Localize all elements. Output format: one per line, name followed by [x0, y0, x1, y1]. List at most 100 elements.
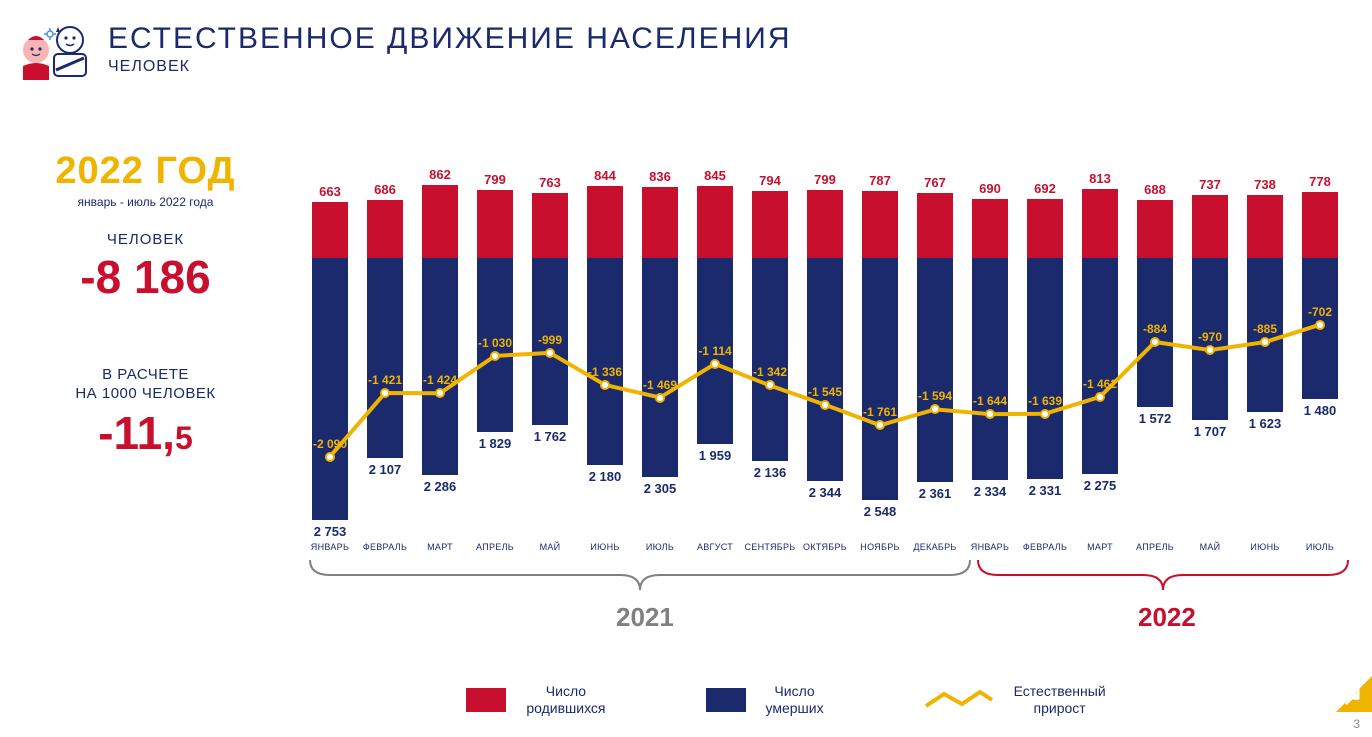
bar-births [862, 191, 898, 258]
summary-label-people: ЧЕЛОВЕК [18, 231, 273, 248]
diff-marker [930, 404, 940, 414]
value-deaths: 2 107 [356, 462, 414, 477]
value-diff: -2 090 [302, 437, 358, 451]
value-births: 845 [691, 168, 739, 183]
value-diff: -970 [1182, 330, 1238, 344]
value-deaths: 2 305 [631, 481, 689, 496]
bar-deaths [862, 258, 898, 500]
value-diff: -1 545 [797, 385, 853, 399]
value-diff: -1 114 [687, 344, 743, 358]
legend-item-diff: Естественныйприрост [924, 683, 1106, 717]
diff-marker [1205, 345, 1215, 355]
diff-marker [490, 351, 500, 361]
value-diff: -999 [522, 333, 578, 347]
legend-swatch-line [924, 688, 994, 712]
bar-births [642, 187, 678, 258]
month-label: МАРТ [1070, 542, 1130, 552]
month-label: ФЕВРАЛЬ [355, 542, 415, 552]
value-diff: -1 336 [577, 365, 633, 379]
bar-births [1027, 199, 1063, 258]
month-label: ФЕВРАЛЬ [1015, 542, 1075, 552]
value-births: 799 [801, 172, 849, 187]
value-deaths: 2 548 [851, 504, 909, 519]
value-births: 692 [1021, 181, 1069, 196]
value-deaths: 1 762 [521, 429, 579, 444]
chart-bar-group: 8622 286МАРТ [416, 158, 464, 558]
bar-births [807, 190, 843, 258]
month-label: ИЮЛЬ [1290, 542, 1350, 552]
legend-swatch-red [466, 688, 506, 712]
bracket-2021 [300, 560, 980, 600]
diff-marker [435, 388, 445, 398]
value-births: 794 [746, 173, 794, 188]
bar-deaths [807, 258, 843, 481]
chart-bar-group: 6862 107ФЕВРАЛЬ [361, 158, 409, 558]
month-label: АВГУСТ [685, 542, 745, 552]
summary-value-per1000-main: -11, [98, 407, 175, 459]
bar-deaths [1082, 258, 1118, 474]
summary-panel: 2022 ГОД январь - июль 2022 года ЧЕЛОВЕК… [18, 150, 273, 460]
diff-marker [1040, 409, 1050, 419]
month-label: ЯНВАРЬ [300, 542, 360, 552]
page-subtitle: ЧЕЛОВЕК [108, 58, 792, 76]
diff-marker [1095, 392, 1105, 402]
diff-marker [600, 380, 610, 390]
bar-births [1082, 189, 1118, 258]
diff-marker [985, 409, 995, 419]
value-diff: -1 594 [907, 389, 963, 403]
month-label: ИЮНЬ [575, 542, 635, 552]
diff-marker [1260, 337, 1270, 347]
value-diff: -1 424 [412, 373, 468, 387]
chart-bar-group: 6902 334ЯНВАРЬ [966, 158, 1014, 558]
value-births: 799 [471, 172, 519, 187]
bar-deaths [312, 258, 348, 520]
bar-births [532, 193, 568, 258]
summary-label-per1000-b: НА 1000 ЧЕЛОВЕК [75, 385, 215, 402]
bar-deaths [642, 258, 678, 477]
value-births: 690 [966, 181, 1014, 196]
value-deaths: 1 959 [686, 448, 744, 463]
month-label: МАРТ [410, 542, 470, 552]
diff-marker [875, 420, 885, 430]
value-deaths: 1 480 [1291, 403, 1349, 418]
chart-bar-group: 7672 361ДЕКАБРЬ [911, 158, 959, 558]
value-deaths: 1 572 [1126, 411, 1184, 426]
bar-deaths [917, 258, 953, 482]
value-births: 663 [306, 184, 354, 199]
value-deaths: 2 136 [741, 465, 799, 480]
bar-births [312, 202, 348, 258]
value-diff: -1 462 [1072, 377, 1128, 391]
summary-label-per1000: В РАСЧЕТЕ НА 1000 ЧЕЛОВЕК [18, 366, 273, 404]
year-label-2022: 2022 [1138, 602, 1196, 633]
chart-bar-group: 6881 572АПРЕЛЬ [1131, 158, 1179, 558]
value-diff: -1 644 [962, 394, 1018, 408]
value-diff: -1 342 [742, 365, 798, 379]
value-births: 813 [1076, 171, 1124, 186]
value-deaths: 2 331 [1016, 483, 1074, 498]
value-births: 787 [856, 173, 904, 188]
bar-births [697, 186, 733, 258]
bar-deaths [972, 258, 1008, 480]
month-label: СЕНТЯБРЬ [740, 542, 800, 552]
value-deaths: 2 361 [906, 486, 964, 501]
bar-deaths [422, 258, 458, 475]
diff-marker [1315, 320, 1325, 330]
value-deaths: 2 275 [1071, 478, 1129, 493]
bar-births [1302, 192, 1338, 258]
legend-swatch-blue [706, 688, 746, 712]
chart-bar-group: 6922 331ФЕВРАЛЬ [1021, 158, 1069, 558]
diff-marker [710, 359, 720, 369]
diff-marker [655, 393, 665, 403]
bar-deaths [1027, 258, 1063, 479]
chart-bar-group: 8132 275МАРТ [1076, 158, 1124, 558]
month-label: ИЮНЬ [1235, 542, 1295, 552]
value-births: 862 [416, 167, 464, 182]
diff-marker [1150, 337, 1160, 347]
bracket-2022 [968, 560, 1368, 600]
bar-births [1137, 200, 1173, 258]
legend-item-deaths: Числоумерших [706, 683, 824, 717]
value-births: 738 [1241, 177, 1289, 192]
month-label: МАЙ [1180, 542, 1240, 552]
diff-marker [380, 388, 390, 398]
diff-marker [325, 452, 335, 462]
